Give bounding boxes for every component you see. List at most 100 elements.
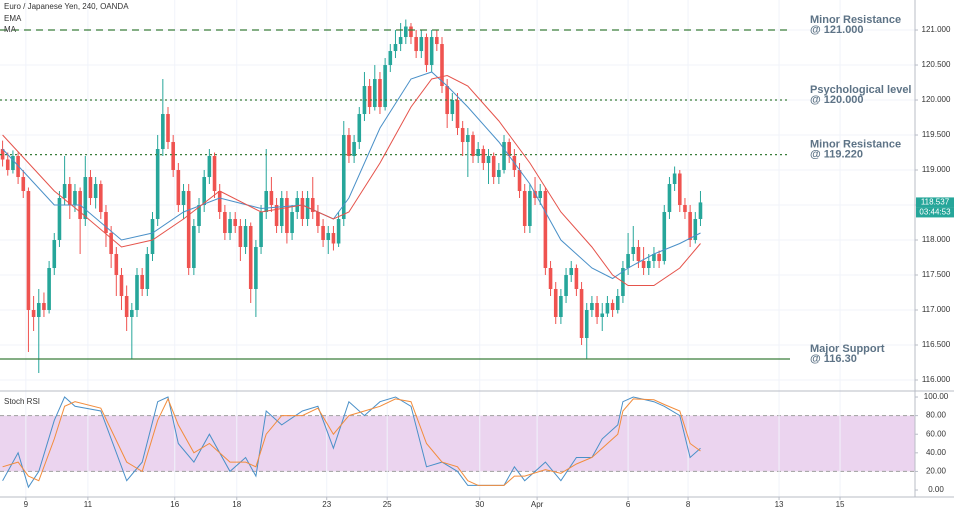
x-tick-label: 15: [836, 500, 845, 509]
candle-body: [450, 100, 455, 115]
candle-body: [341, 135, 346, 220]
candle-body: [528, 191, 532, 227]
price-tag: [916, 197, 954, 208]
plot: [0, 19, 790, 489]
candle-body: [414, 37, 418, 52]
candle-body: [93, 184, 98, 199]
candle-body: [109, 233, 113, 255]
y-tick-label: 80.00: [926, 411, 947, 420]
y-tick-label: 100.00: [924, 392, 949, 401]
candle-body: [460, 128, 465, 143]
candle-body: [590, 302, 594, 310]
candle-body: [243, 226, 248, 248]
candle-body: [248, 226, 253, 290]
candle-body: [667, 184, 672, 213]
candle-body: [119, 275, 124, 296]
candle-body: [0, 149, 5, 160]
candle-body: [445, 86, 449, 115]
countdown-tag: [916, 207, 954, 218]
x-tick-label: 13: [775, 500, 784, 509]
y-tick-label: 121.000: [922, 25, 951, 34]
y-tick-label: 120.500: [922, 60, 951, 69]
candle-body: [688, 212, 692, 241]
candle-body: [259, 212, 263, 248]
candle-body: [440, 44, 444, 87]
candle-body: [310, 198, 315, 213]
candle-body: [517, 170, 522, 192]
y-tick-label: 40.00: [926, 448, 947, 457]
x-tick-label: Apr: [531, 500, 544, 509]
candle-body: [166, 114, 170, 143]
candle-body: [290, 212, 294, 234]
candle-body: [652, 254, 656, 262]
candle-body: [150, 219, 155, 255]
candle-body: [646, 261, 651, 269]
candle-body: [626, 254, 630, 269]
candle-body: [476, 149, 480, 157]
candle-body: [595, 302, 599, 317]
candle-body: [83, 177, 88, 220]
candle-body: [254, 247, 258, 290]
candle-body: [383, 65, 387, 108]
candle-body: [615, 295, 620, 310]
candle-body: [502, 142, 506, 171]
countdown-label: 03:44:53: [919, 208, 951, 217]
candle-body: [683, 205, 687, 213]
candle-body: [372, 79, 377, 108]
level-annotation: @ 116.30: [810, 353, 857, 365]
candle-body: [636, 247, 641, 262]
candle-body: [631, 247, 636, 255]
candle-body: [559, 295, 563, 317]
x-tick-label: 11: [84, 500, 93, 509]
candle-body: [357, 114, 362, 143]
candle-body: [305, 198, 310, 220]
candle-body: [145, 254, 150, 290]
candle-body: [362, 86, 367, 115]
candle-body: [497, 170, 501, 178]
candle-body: [67, 184, 72, 206]
candle-body: [140, 275, 144, 290]
candle-body: [176, 170, 181, 206]
candle-body: [569, 268, 574, 276]
candle-body: [186, 191, 191, 269]
candle-body: [62, 184, 67, 199]
candle-body: [404, 26, 408, 38]
candle-body: [57, 198, 62, 241]
candle-body: [543, 191, 548, 269]
candle-body: [130, 309, 134, 317]
candle-body: [274, 205, 279, 227]
candle-body: [336, 219, 341, 244]
series-line: [2, 74, 701, 286]
candle-body: [197, 205, 201, 227]
legend-entry: EMA: [4, 14, 22, 23]
candle-body: [455, 100, 460, 129]
candle-body: [279, 198, 284, 227]
candle-body: [36, 302, 41, 317]
candle-body: [553, 289, 558, 317]
candle-body: [192, 226, 196, 269]
y-tick-label: 116.000: [922, 375, 951, 384]
candle-body: [47, 268, 51, 310]
candle-body: [285, 198, 289, 234]
candle-body: [466, 135, 470, 143]
candle-body: [114, 254, 119, 276]
y-tick-label: 120.000: [922, 95, 951, 104]
candle-body: [579, 289, 584, 338]
candle-body: [31, 309, 36, 317]
candle-body: [300, 198, 305, 220]
candle-body: [212, 156, 217, 192]
candle-body: [605, 302, 610, 314]
level-annotation: Major Support: [810, 343, 885, 355]
candle-body: [486, 156, 491, 164]
candle-body: [610, 302, 615, 310]
candle-body: [73, 191, 77, 206]
candle-body: [347, 135, 351, 157]
candle-body: [264, 191, 269, 213]
candle-body: [26, 191, 31, 310]
y-tick-label: 119.500: [922, 130, 951, 139]
x-tick-label: 25: [383, 500, 392, 509]
candle-body: [574, 268, 579, 290]
level-annotation: @ 121.000: [810, 24, 864, 36]
legend-entry: MA: [4, 25, 17, 34]
